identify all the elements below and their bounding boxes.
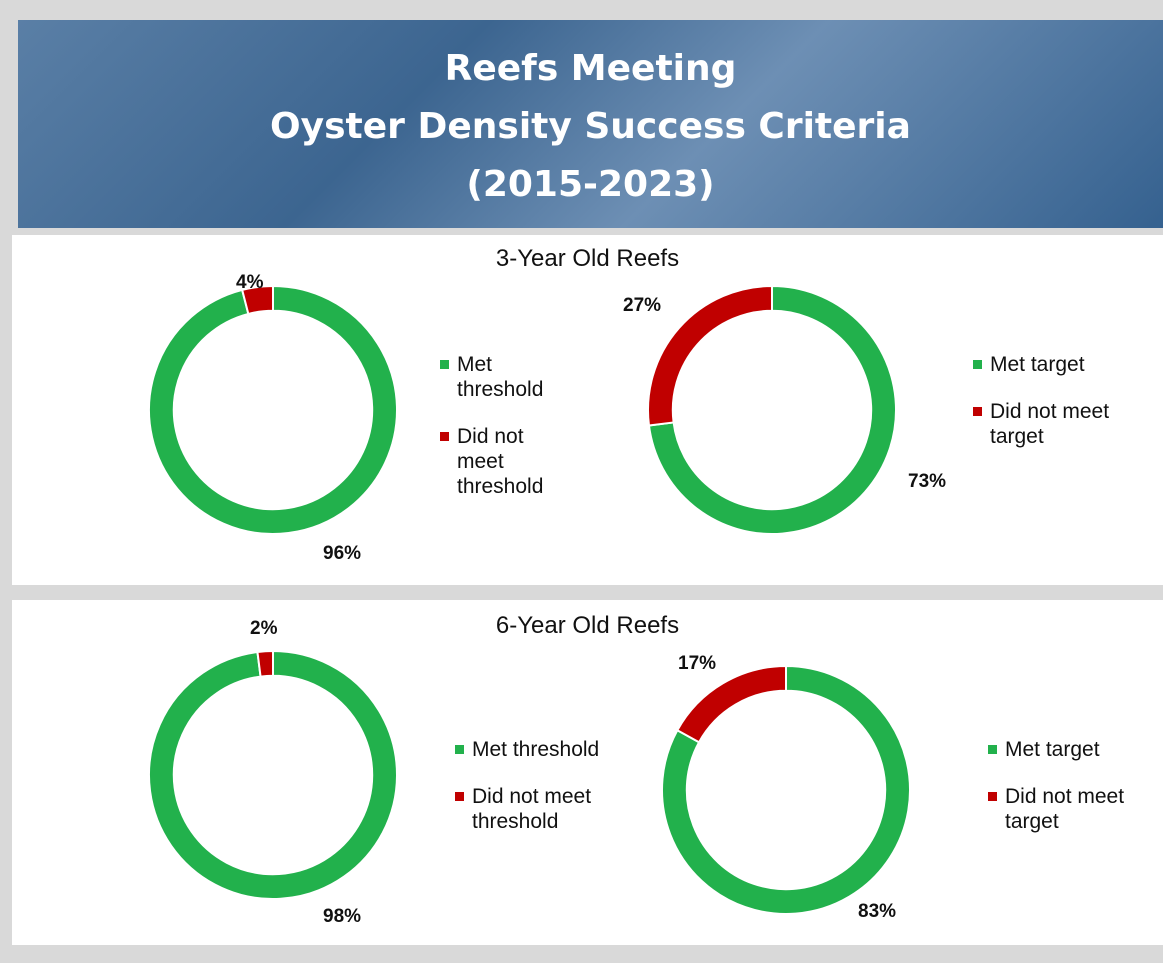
legend: Met target Did not meet target	[988, 737, 1163, 856]
legend-label: Met threshold	[472, 738, 600, 761]
panel-title: 6-Year Old Reefs	[495, 612, 680, 639]
legend-marker	[973, 407, 982, 416]
donut-segment	[675, 664, 787, 744]
legend-marker	[440, 432, 449, 441]
legend-label: Did not meet threshold	[457, 425, 544, 498]
legend-label: Met threshold	[457, 353, 544, 401]
legend-label: Met target	[990, 353, 1085, 376]
legend-marker	[455, 745, 464, 754]
legend-item: Met target	[973, 352, 1153, 377]
legend-item: Met threshold	[455, 737, 630, 762]
legend-item: Did not meet threshold	[455, 784, 630, 834]
panel-title: 3-Year Old Reefs	[495, 245, 680, 272]
legend: Met threshold Did not meet threshold	[440, 352, 570, 521]
legend-marker	[455, 792, 464, 801]
legend: Met target Did not meet target	[973, 352, 1153, 471]
legend-label: Met target	[1005, 738, 1100, 761]
legend-marker	[988, 792, 997, 801]
legend-item: Did not meet target	[988, 784, 1163, 834]
legend-label: Did not meet target	[990, 400, 1110, 448]
legend-item: Did not meet threshold	[440, 424, 570, 499]
panel: 3-Year Old Reefs	[12, 235, 1163, 585]
donut-segment	[148, 649, 398, 900]
data-label: 17%	[678, 653, 717, 674]
data-label: 73%	[908, 471, 947, 492]
donut-segment	[661, 664, 911, 915]
header-title: (2015-2023)	[466, 164, 715, 205]
legend-item: Did not meet target	[973, 399, 1153, 449]
legend-item: Met target	[988, 737, 1163, 762]
data-label: 98%	[323, 906, 362, 927]
header-title: Oyster Density Success Criteria	[270, 106, 911, 147]
legend-marker	[988, 745, 997, 754]
data-label: 96%	[323, 543, 362, 564]
panel: 6-Year Old Reefs	[12, 600, 1163, 945]
legend: Met threshold Did not meet threshold	[455, 737, 630, 856]
donut-segment	[148, 284, 398, 535]
data-label: 83%	[858, 901, 897, 922]
header-title: Reefs Meeting	[444, 48, 737, 89]
header-banner: Reefs Meeting Oyster Density Success Cri…	[18, 20, 1163, 228]
donut-segment	[647, 284, 773, 427]
legend-item: Met threshold	[440, 352, 570, 402]
legend-label: Did not meet target	[1005, 785, 1125, 833]
donut-segment	[256, 649, 274, 678]
donut-segment	[647, 284, 897, 535]
legend-marker	[973, 360, 982, 369]
data-label: 2%	[250, 618, 278, 639]
donut-segment	[240, 284, 274, 316]
data-label: 27%	[623, 295, 662, 316]
data-label: 4%	[236, 272, 264, 293]
legend-marker	[440, 360, 449, 369]
legend-label: Did not meet threshold	[472, 785, 592, 833]
